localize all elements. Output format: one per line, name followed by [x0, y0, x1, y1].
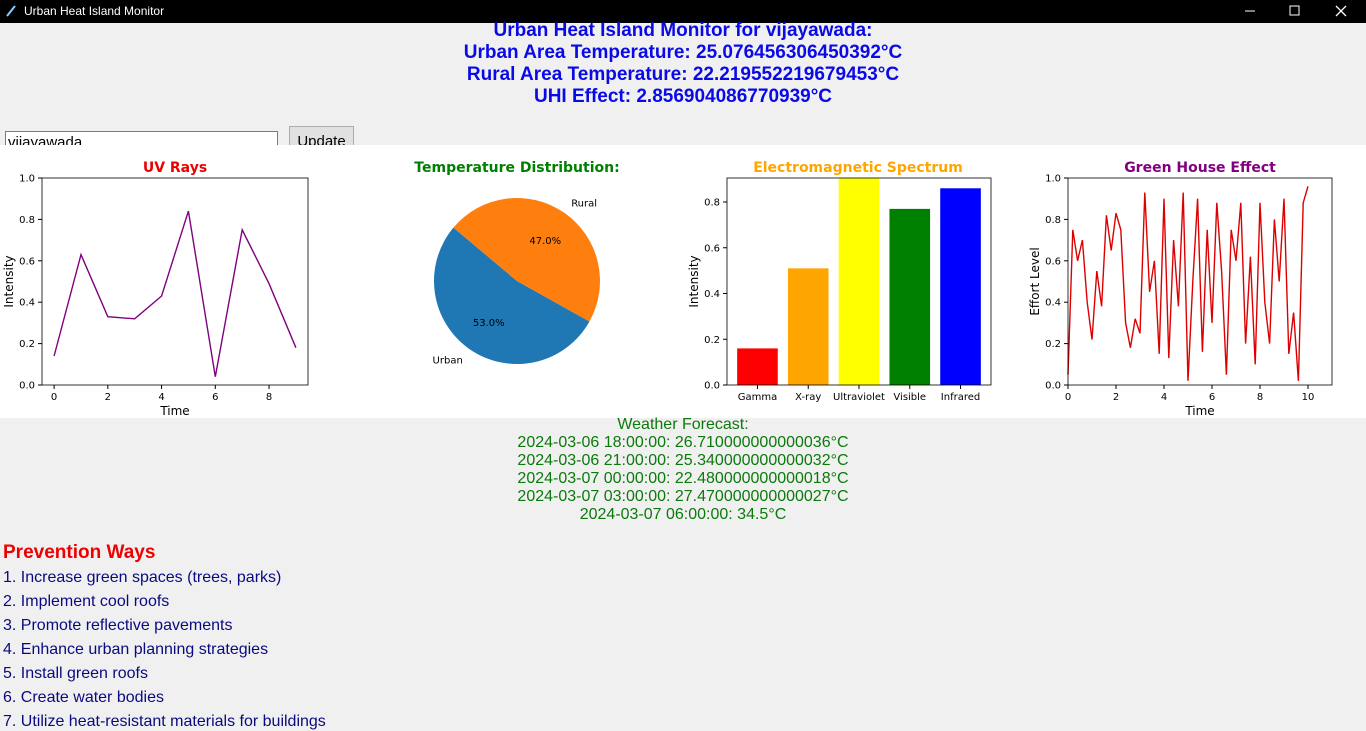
prevention-item: 1. Increase green spaces (trees, parks): [3, 569, 282, 586]
x-tick-label: Visible: [893, 392, 926, 403]
bar: [940, 188, 981, 385]
header-line: UHI Effect: 2.856904086770939°C: [533, 86, 833, 107]
y-tick-label: 0.2: [19, 339, 35, 350]
x-tick-label: X-ray: [795, 392, 821, 403]
charts-panel: UV Rays 0.0 0.2 0.4 0.6 0.8 1.0 Intensity 0 2 4 6 8 T…: [0, 145, 1366, 418]
slice-value: 53.0%: [473, 318, 505, 329]
axes-frame: [1067, 177, 1333, 386]
maximize[interactable]: [1289, 5, 1300, 16]
chart-title: Electromagnetic Spectrum: [753, 160, 963, 176]
x-axis-label: Time: [1184, 404, 1214, 418]
chart-title: Temperature Distribution:: [414, 160, 619, 176]
forecast-item: 2024-03-06 18:00:00: 26.710000000000036°…: [517, 434, 849, 451]
x-tick-label: 0: [1065, 392, 1071, 403]
bar: [889, 208, 931, 385]
window-controls[interactable]: [1226, 0, 1366, 23]
slice-label: Rural: [571, 198, 597, 209]
window-title: Urban Heat Island Monitor: [24, 4, 165, 18]
forecast-title: Weather Forecast:: [617, 416, 749, 433]
x-tick-label: 6: [212, 392, 218, 403]
y-tick-label: 0.2: [1045, 339, 1061, 350]
y-tick-label: 1.0: [1045, 174, 1061, 185]
title-bar: Urban Heat Island Monitor: [0, 0, 1366, 23]
pie-slice: [433, 227, 590, 365]
bars: [737, 178, 981, 385]
prevention-item: 3. Promote reflective pavements: [3, 617, 233, 634]
prevention-item: 6. Create water bodies: [3, 689, 164, 706]
x-tick-label: 0: [51, 392, 57, 403]
x-tick-label: Infrared: [941, 392, 980, 403]
chart-title: UV Rays: [143, 160, 207, 176]
close[interactable]: [1335, 5, 1347, 17]
prevention-item: 5. Install green roofs: [3, 665, 148, 682]
x-tick-label: Ultraviolet: [833, 392, 885, 403]
x-tick-label: 8: [266, 392, 272, 403]
y-axis-label: Intensity: [687, 255, 701, 307]
y-tick-label: 1.0: [19, 174, 35, 185]
y-tick-label: 0.8: [19, 215, 35, 226]
y-tick-label: 0.6: [1045, 256, 1061, 267]
x-tick-label: Gamma: [738, 392, 778, 403]
y-tick-label: 0.4: [1045, 298, 1061, 309]
y-tick-label: 0.6: [19, 256, 35, 267]
forecast-item: 2024-03-07 06:00:00: 34.5°C: [579, 506, 787, 523]
header-line: Rural Area Temperature: 22.2195522196794…: [466, 64, 900, 85]
x-axis-label: Time: [159, 404, 189, 418]
update-button[interactable]: Update: [289, 126, 354, 146]
forecast-item: 2024-03-06 21:00:00: 25.340000000000032°…: [517, 452, 849, 469]
chart-title: Green House Effect: [1124, 160, 1276, 176]
slice-label: Urban: [433, 356, 463, 367]
y-tick-label: 0.8: [704, 198, 720, 209]
line-series: [1067, 186, 1309, 381]
prevention-item: 2. Implement cool roofs: [3, 593, 170, 610]
axes-frame: [41, 177, 309, 386]
y-tick-label: 0.4: [19, 298, 35, 309]
y-tick-label: 0.0: [704, 381, 720, 392]
y-axis-label: Intensity: [2, 255, 16, 307]
pie-slice: [453, 198, 600, 322]
y-tick-label: 0.0: [1045, 381, 1061, 392]
x-tick-label: 10: [1302, 392, 1315, 403]
x-tick-label: 8: [1257, 392, 1263, 403]
x-tick-label: 4: [158, 392, 164, 403]
x-tick-label: 6: [1209, 392, 1215, 403]
app-icon: [6, 5, 16, 17]
prevention-item: 7. Utilize heat-resistant materials for …: [3, 713, 326, 730]
slice-value: 47.0%: [529, 236, 561, 247]
y-tick-label: 0.4: [704, 289, 720, 300]
bar: [737, 348, 778, 385]
header-line: Urban Area Temperature: 25.0764563064503…: [463, 42, 903, 63]
forecast-item: 2024-03-07 03:00:00: 27.470000000000027°…: [517, 488, 849, 505]
line-series: [53, 210, 297, 377]
x-tick-label: 2: [1113, 392, 1119, 403]
bar: [838, 178, 880, 385]
x-tick-label: 4: [1161, 392, 1167, 403]
x-tick-label: 2: [105, 392, 111, 403]
y-tick-label: 0.6: [704, 243, 720, 254]
y-tick-label: 0.0: [19, 381, 35, 392]
prevention-item: 4. Enhance urban planning strategies: [3, 641, 269, 658]
header-line: Urban Heat Island Monitor for vijayawada…: [493, 20, 873, 41]
forecast-item: 2024-03-07 00:00:00: 22.480000000000018°…: [517, 470, 849, 487]
city-input[interactable]: vijayawada: [5, 131, 278, 146]
y-tick-label: 0.8: [1045, 215, 1061, 226]
bar: [787, 268, 829, 385]
y-tick-label: 0.2: [704, 335, 720, 346]
y-axis-label: Effort Level: [1028, 247, 1042, 315]
axes-frame: [726, 177, 992, 386]
prevention-title: Prevention Ways: [3, 542, 156, 563]
